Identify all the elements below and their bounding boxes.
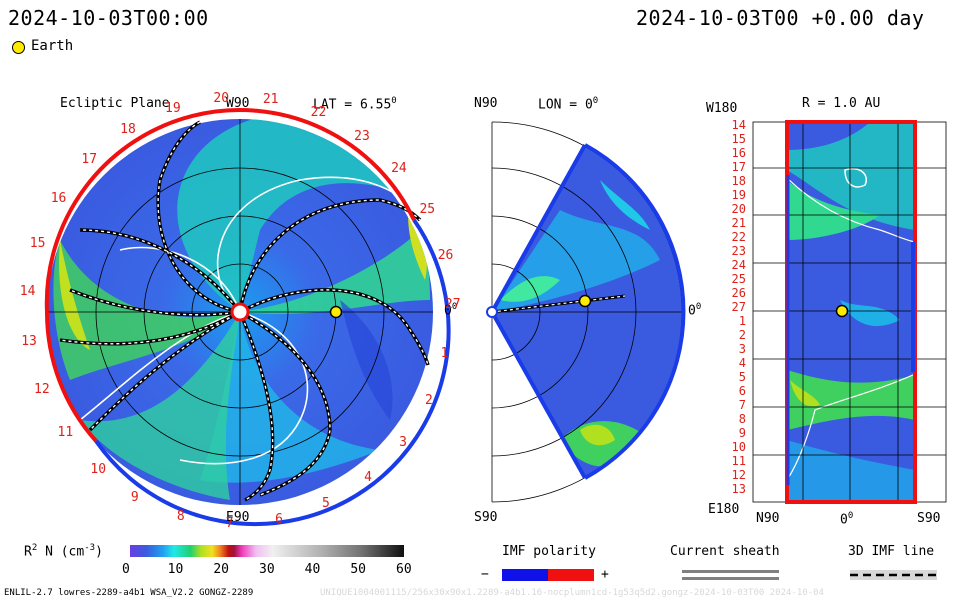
map-row-label: 1	[738, 314, 746, 328]
carrington-label: 10	[90, 462, 107, 478]
carrington-label: 6	[275, 511, 283, 527]
map-row-label: 9	[738, 426, 746, 440]
density-tick-label: 40	[304, 562, 321, 577]
map-row-label: 8	[738, 412, 746, 426]
timestamp-left: 2024-10-03T00:00	[8, 6, 209, 30]
density-tick-label: 30	[259, 562, 275, 577]
map-row-label: 11	[731, 454, 746, 468]
carrington-label: 8	[176, 508, 185, 524]
meridional-s90: S90	[474, 510, 498, 525]
carrington-label: 9	[130, 490, 139, 506]
imf-positive-swatch	[548, 569, 594, 581]
map-row-label: 24	[731, 258, 746, 272]
imf-plus-label: +	[601, 567, 609, 582]
map-row-label: 27	[731, 300, 746, 314]
map-radius: R = 1.0 AU	[802, 96, 881, 111]
map-row-label: 21	[731, 216, 746, 230]
map-e180: E180	[708, 502, 740, 517]
map-zero: 00	[840, 511, 854, 528]
carrington-label: 5	[322, 496, 330, 512]
carrington-label: 25	[419, 201, 436, 217]
meridional-plane-plot	[486, 121, 686, 503]
carrington-label: 19	[165, 100, 181, 116]
map-row-label: 5	[738, 370, 746, 384]
carrington-label: 22	[310, 105, 327, 121]
earth-ecliptic-icon	[329, 305, 343, 319]
latlon-map-plot	[752, 120, 947, 504]
carrington-label: 27	[444, 296, 461, 312]
imf-minus-label: −	[481, 567, 489, 582]
map-row-label: 18	[731, 174, 746, 188]
carrington-label: 2	[425, 393, 433, 409]
map-row-label: 19	[731, 188, 746, 202]
carrington-label: 17	[81, 152, 98, 168]
earth-marker-icon	[12, 41, 25, 54]
map-row-label: 22	[731, 230, 746, 244]
map-row-label: 4	[738, 356, 746, 370]
carrington-label: 14	[19, 284, 36, 300]
earth-legend-label: Earth	[31, 38, 74, 54]
meridional-lon: LON = 00	[538, 96, 599, 113]
carrington-label: 4	[364, 470, 372, 486]
map-row-label: 25	[731, 272, 746, 286]
carrington-label: 12	[34, 381, 50, 397]
carrington-label: 15	[29, 236, 46, 251]
footer-left: ENLIL-2.7 lowres-2289-a4b1 WSA_V2.2 GONG…	[4, 588, 254, 598]
map-w180: W180	[706, 101, 738, 116]
carrington-label: 3	[399, 435, 407, 451]
carrington-label: 16	[50, 191, 67, 207]
carrington-label: 21	[262, 92, 279, 108]
map-row-label: 13	[731, 482, 746, 496]
map-row-label: 2	[738, 328, 746, 342]
earth-meridional-icon	[578, 294, 592, 308]
density-colorbar	[130, 545, 404, 557]
ecliptic-zero: 00	[444, 302, 458, 319]
map-row-label: 12	[731, 468, 746, 482]
density-label: R2 N (cm-3)	[24, 543, 103, 560]
earth-map-icon	[835, 304, 849, 318]
timestamp-right: 2024-10-03T00 +0.00 day	[636, 6, 925, 30]
map-row-label: 20	[731, 202, 746, 216]
ecliptic-plane-plot	[44, 108, 451, 527]
map-row-label: 14	[731, 118, 746, 132]
map-n90: N90	[756, 511, 780, 526]
imf-3d-line-title: 3D IMF line	[848, 544, 935, 559]
density-tick-label: 20	[213, 562, 229, 577]
map-row-label: 23	[731, 244, 746, 258]
ecliptic-title: Ecliptic Plane	[60, 96, 170, 111]
footer-right: UNIQUE1004001115/256x30x90x1.2289-a4b1.1…	[320, 588, 824, 598]
density-tick-label: 0	[122, 562, 130, 577]
carrington-label: 18	[120, 121, 136, 137]
meridional-n90: N90	[474, 96, 498, 111]
map-s90: S90	[917, 511, 941, 526]
carrington-label: 1	[440, 346, 449, 362]
carrington-label: 20	[213, 90, 230, 106]
imf-negative-swatch	[502, 569, 548, 581]
density-tick-label: 60	[396, 562, 412, 577]
ecliptic-w90: W90	[226, 96, 250, 111]
map-row-label: 7	[738, 398, 746, 412]
map-row-label: 15	[731, 132, 746, 146]
carrington-label: 26	[437, 247, 454, 263]
map-row-label: 17	[731, 160, 746, 174]
carrington-label: 24	[391, 161, 407, 177]
density-tick-label: 10	[167, 562, 184, 577]
carrington-label: 7	[225, 515, 234, 531]
carrington-label: 13	[21, 333, 37, 349]
carrington-label: 11	[57, 425, 74, 441]
map-row-label: 3	[738, 342, 746, 356]
map-row-label: 6	[738, 384, 746, 398]
ecliptic-lat: LAT = 6.550	[313, 96, 397, 113]
imf-polarity-title: IMF polarity	[502, 544, 596, 559]
density-tick-label: 50	[350, 562, 366, 577]
carrington-label: 23	[354, 128, 370, 144]
map-row-label: 16	[731, 146, 746, 160]
meridional-zero: 00	[688, 302, 702, 319]
map-row-label: 26	[731, 286, 746, 300]
current-sheath-title: Current sheath	[670, 544, 780, 559]
ecliptic-e90: E90	[226, 510, 250, 525]
map-row-label: 10	[731, 440, 746, 454]
